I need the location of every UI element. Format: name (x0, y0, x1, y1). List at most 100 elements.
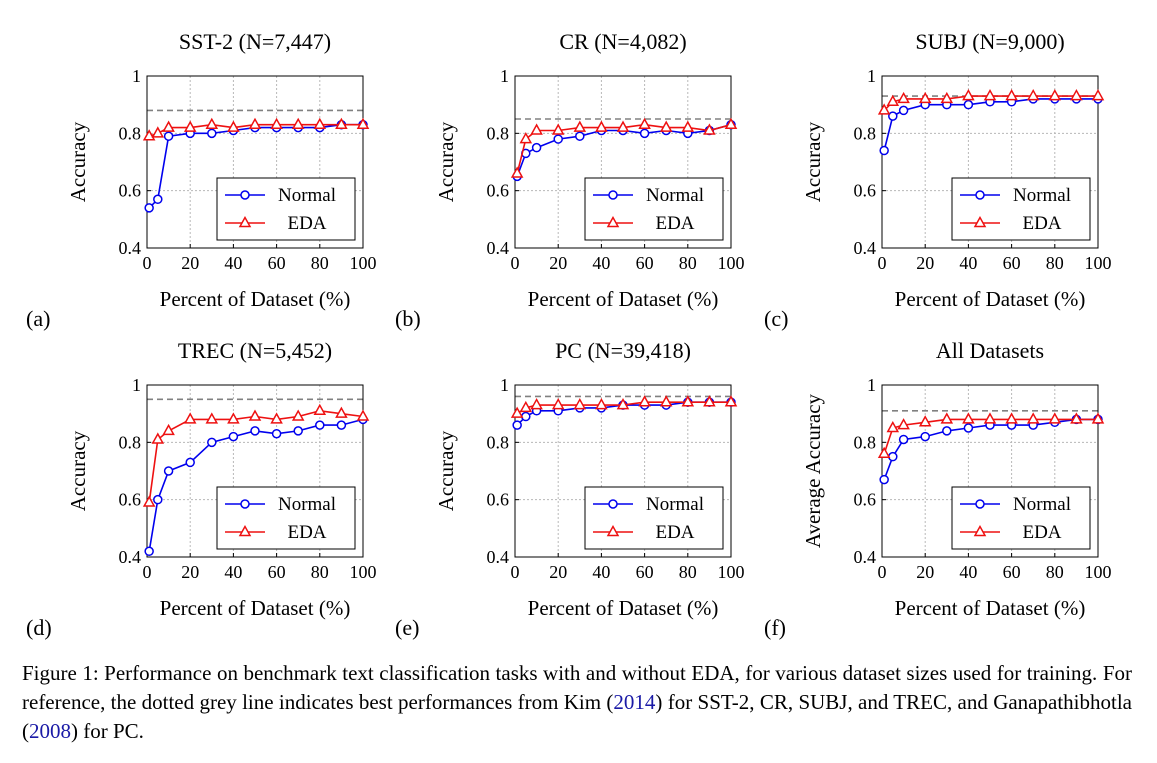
data-point-eda (897, 418, 910, 430)
x-tick-label: 20 (181, 253, 199, 273)
y-tick-label: 0.4 (487, 238, 510, 258)
x-tick-label: 40 (592, 253, 610, 273)
data-point-normal (963, 423, 974, 433)
data-point-eda (205, 412, 219, 424)
data-point-eda (510, 166, 524, 178)
y-tick-label: 0.4 (119, 238, 142, 258)
data-point-eda (724, 117, 738, 129)
data-point-eda (1005, 89, 1018, 101)
data-point-eda (551, 123, 565, 135)
x-tick-label: 40 (224, 253, 242, 273)
data-point-eda (886, 420, 900, 433)
x-tick-label: 60 (1003, 562, 1021, 582)
legend-label-eda: EDA (1022, 522, 1061, 543)
y-tick-label: 0.4 (119, 547, 142, 567)
caption-text-1: Figure 1: Performance on benchmark text … (22, 661, 1132, 714)
data-point-eda (313, 403, 327, 416)
data-point-normal (888, 111, 898, 121)
x-tick-label: 60 (636, 562, 654, 582)
x-tick-label: 60 (268, 562, 286, 582)
y-axis-label: Accuracy (66, 121, 90, 202)
data-point-normal (888, 451, 898, 462)
legend-label-normal: Normal (646, 185, 704, 206)
legend-label-normal: Normal (1013, 185, 1071, 206)
x-tick-label: 40 (224, 562, 242, 582)
y-tick-label: 1 (867, 375, 876, 395)
data-point-normal (250, 426, 260, 436)
data-point-eda (205, 117, 219, 129)
data-point-eda (595, 120, 608, 132)
panel-tag: (d) (26, 615, 52, 640)
legend-marker-normal (240, 499, 250, 509)
legend-box (584, 486, 724, 550)
data-point-eda (703, 395, 716, 407)
data-point-normal (553, 134, 563, 144)
chart-title: SST-2 (N=7,447) (179, 29, 331, 54)
data-point-eda (1070, 89, 1083, 101)
x-tick-label: 100 (718, 562, 745, 582)
panel-tag: (b) (395, 306, 421, 331)
x-tick-label: 40 (959, 562, 977, 582)
plot-frame (514, 75, 732, 249)
x-tick-label: 80 (311, 562, 329, 582)
x-tick-label: 0 (878, 253, 887, 273)
series-line-normal (883, 98, 1098, 151)
data-point-eda (1091, 89, 1105, 101)
legend-label-eda: EDA (287, 522, 326, 543)
y-axis-label: Average Accuracy (801, 393, 825, 548)
chart-legend: Normal EDA (951, 486, 1091, 550)
data-point-eda (573, 398, 587, 410)
data-point-eda (877, 103, 891, 115)
y-tick-label: 1 (132, 66, 141, 86)
chart-legend: Normal EDA (951, 177, 1091, 241)
data-point-normal (920, 431, 930, 442)
x-tick-label: 80 (679, 253, 697, 273)
plot-frame (146, 75, 364, 249)
data-point-eda (183, 120, 197, 132)
y-tick-label: 0.6 (854, 181, 877, 201)
data-point-normal (293, 426, 303, 436)
y-tick-label: 0.8 (854, 432, 877, 452)
legend-marker-normal (608, 499, 618, 509)
data-point-eda (183, 412, 197, 424)
data-point-eda (270, 412, 283, 424)
data-point-eda (962, 89, 975, 101)
x-tick-label: 0 (511, 562, 520, 582)
data-point-eda (940, 412, 954, 424)
x-tick-label: 20 (916, 562, 934, 582)
data-point-eda (1048, 412, 1062, 424)
data-point-eda (918, 91, 932, 104)
x-tick-label: 40 (959, 253, 977, 273)
data-point-eda (313, 117, 327, 129)
y-axis-label: Accuracy (434, 430, 458, 511)
data-point-eda (897, 91, 910, 104)
citation-kim-link[interactable]: 2014 (613, 690, 656, 714)
x-axis-label: Percent of Dataset (%) (528, 596, 719, 620)
legend-label-eda: EDA (655, 213, 694, 234)
citation-ganapathibhotla-link[interactable]: 2008 (29, 719, 71, 743)
y-tick-label: 0.6 (487, 490, 510, 510)
data-point-eda (962, 412, 975, 424)
data-point-eda (638, 117, 651, 129)
data-point-eda (983, 89, 997, 101)
data-point-eda (519, 400, 533, 413)
caption-text-2: ) for SST-2, CR, SUBJ, and TREC, and Gan… (22, 690, 1132, 743)
panel-tag: (e) (395, 615, 419, 640)
chart-panel-5: 0 20 40 60 80 100 0.4 0.6 0.8 1 PC (N=39,418) Perce… (395, 338, 745, 640)
y-tick-label: 0.8 (487, 123, 510, 143)
data-point-eda (142, 495, 156, 507)
plot-frame (146, 384, 364, 558)
chart-title: PC (N=39,418) (555, 338, 691, 363)
legend-marker-eda (238, 524, 252, 537)
x-tick-label: 20 (549, 562, 567, 582)
legend-marker-normal (608, 190, 618, 200)
legend-box (951, 177, 1091, 241)
data-point-normal (512, 420, 522, 430)
data-point-normal (163, 466, 174, 476)
data-point-eda (248, 409, 262, 421)
data-point-normal (531, 142, 542, 153)
data-point-normal (144, 203, 154, 213)
x-tick-label: 20 (916, 253, 934, 273)
data-point-normal (315, 420, 325, 430)
panel-tag: (a) (26, 306, 50, 331)
